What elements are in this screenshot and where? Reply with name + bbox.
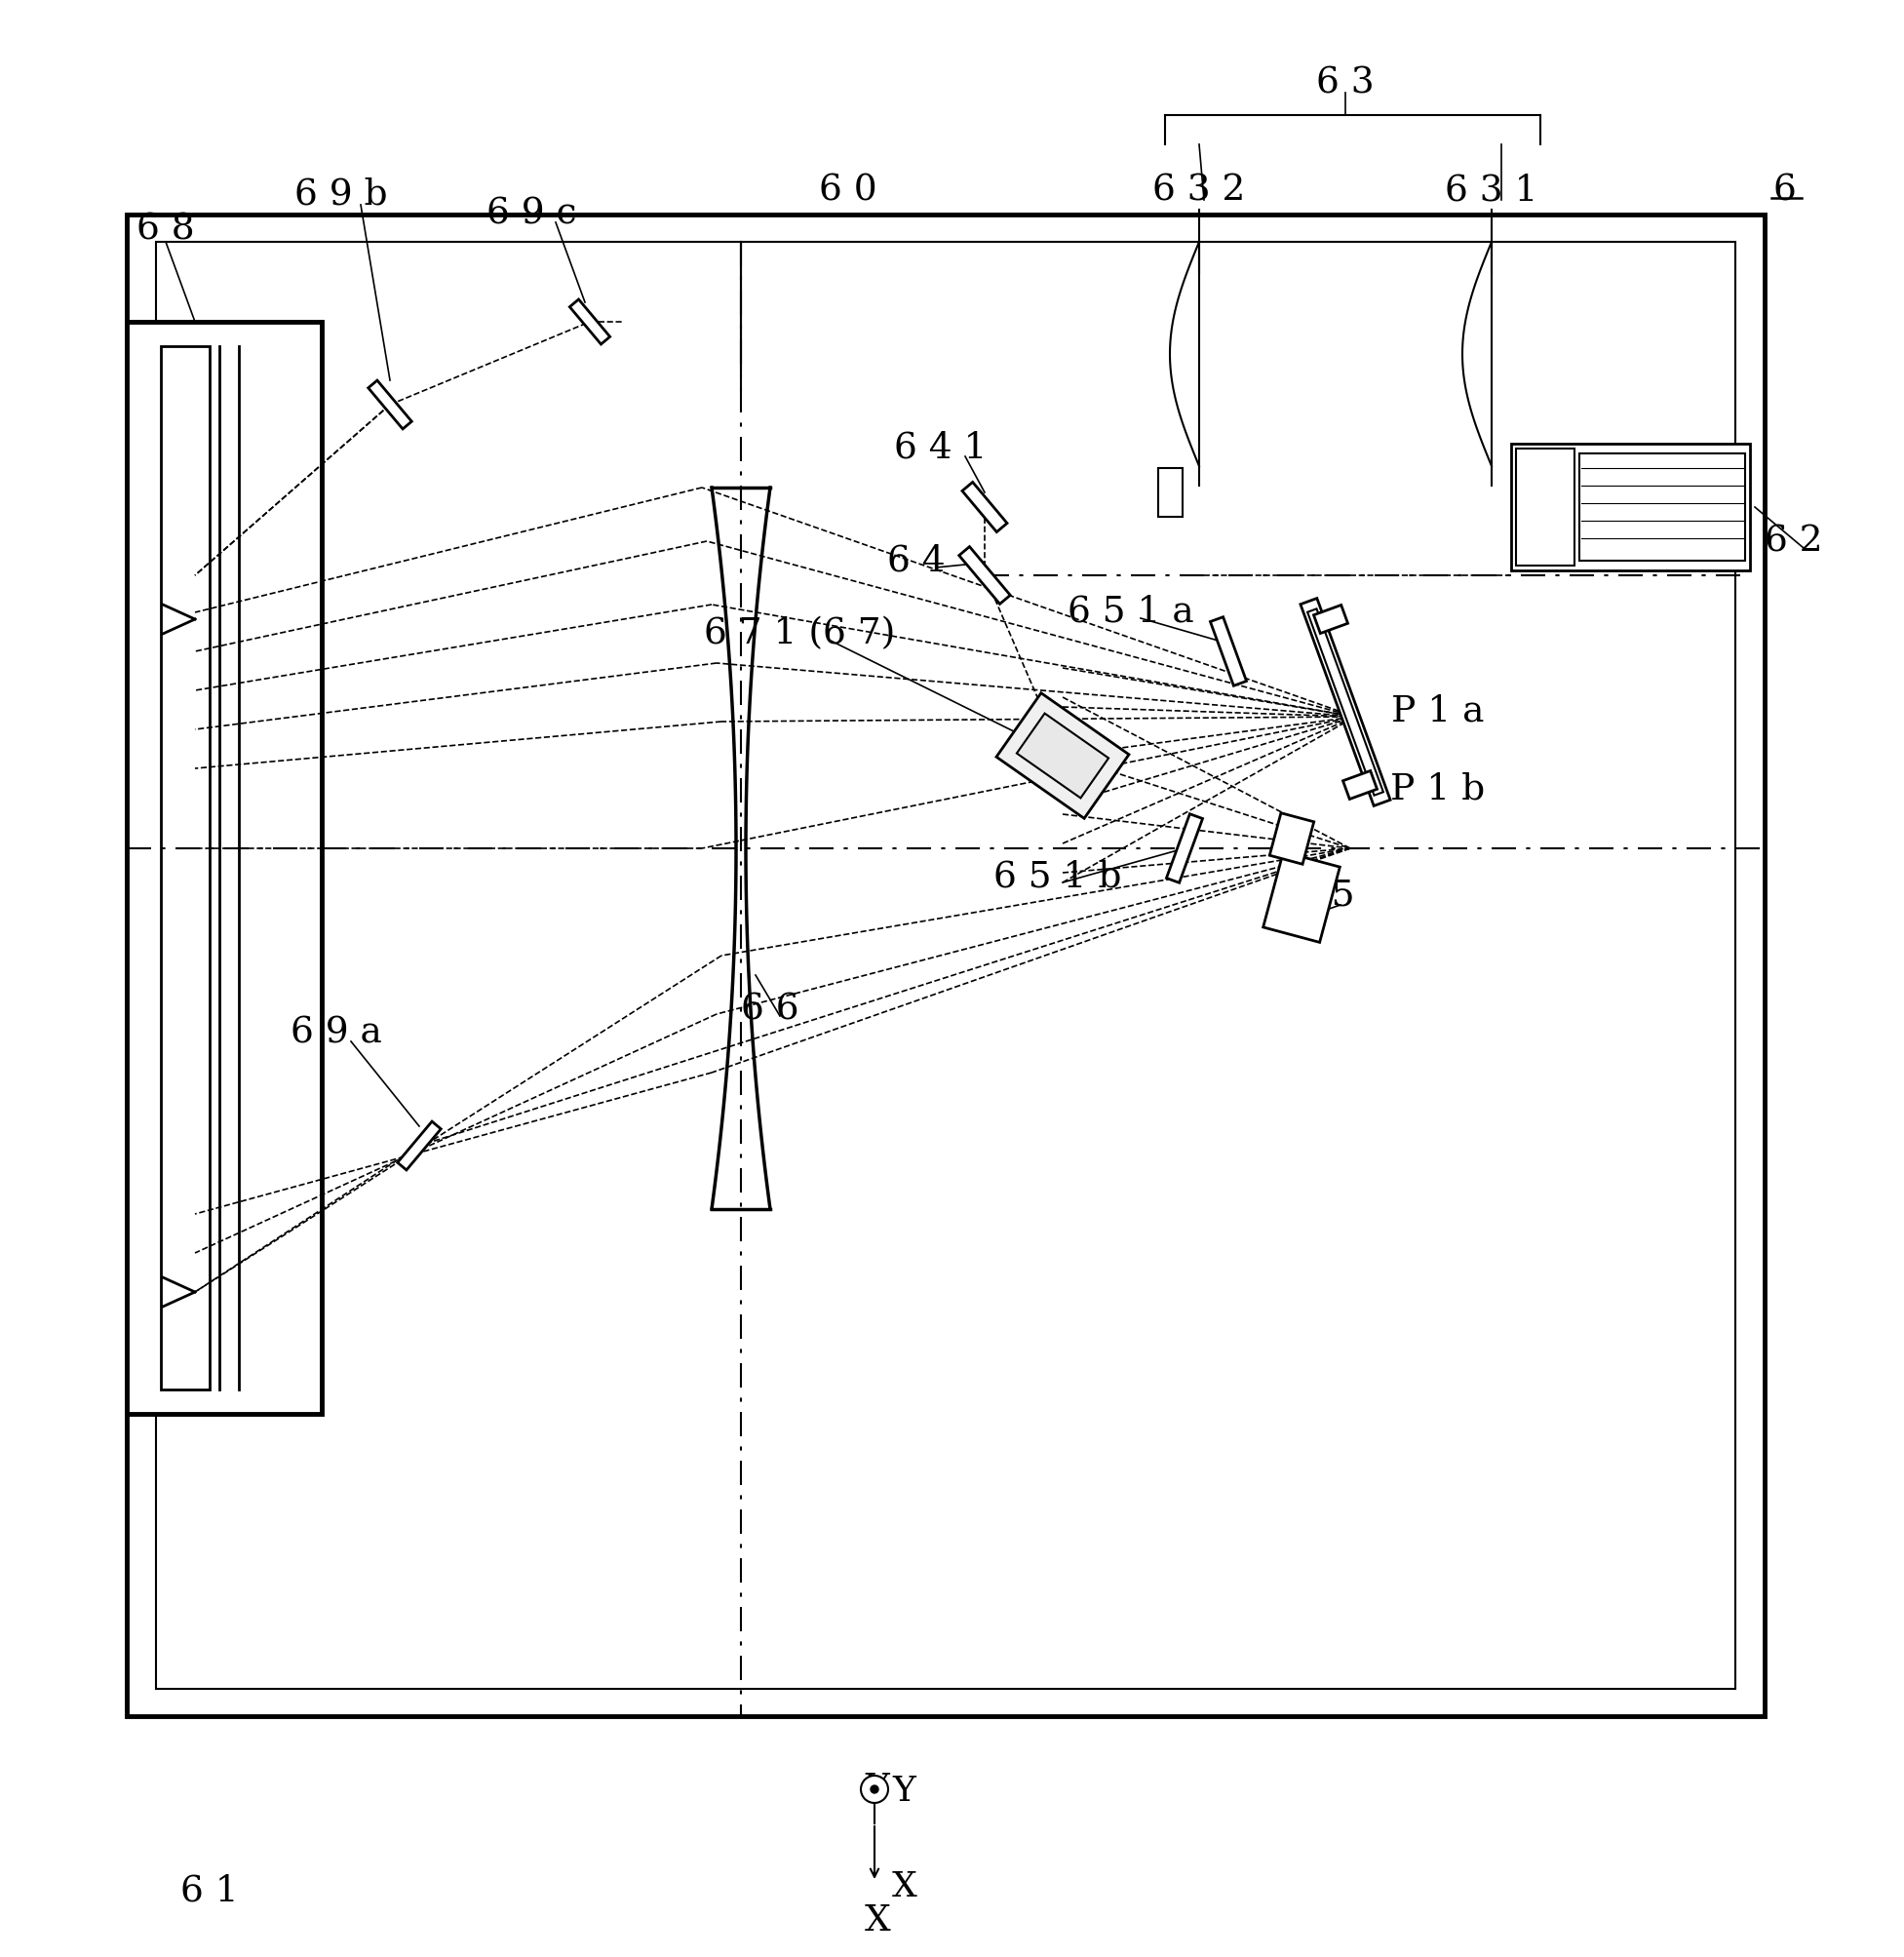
Bar	[128, 321, 322, 1413]
Text: 6 0: 6 0	[819, 172, 878, 207]
Polygon shape	[367, 380, 411, 429]
Text: X: X	[893, 1871, 918, 1904]
Bar	[156, 243, 1735, 1689]
Bar	[1512, 444, 1750, 569]
Bar	[160, 346, 209, 1389]
Polygon shape	[1270, 812, 1314, 865]
Bar	[1578, 454, 1746, 560]
Text: 6 5: 6 5	[1297, 879, 1356, 914]
Polygon shape	[1300, 599, 1390, 806]
Text: 6 1: 6 1	[181, 1875, 238, 1910]
Polygon shape	[1017, 714, 1108, 798]
Polygon shape	[1211, 616, 1247, 685]
Text: 6 2: 6 2	[1765, 524, 1822, 560]
Text: 6 3 2: 6 3 2	[1152, 172, 1245, 207]
Text: 6 5 1 b: 6 5 1 b	[994, 859, 1121, 894]
Text: P 1 a: P 1 a	[1392, 695, 1485, 730]
Text: 6 3: 6 3	[1316, 65, 1375, 100]
Text: 6 3 1: 6 3 1	[1445, 172, 1538, 207]
Polygon shape	[398, 1121, 442, 1170]
Polygon shape	[1342, 771, 1377, 798]
Bar	[128, 215, 1765, 1716]
Text: 6 5 1 a: 6 5 1 a	[1068, 595, 1194, 630]
Polygon shape	[1167, 814, 1203, 883]
Polygon shape	[962, 481, 1007, 532]
Text: Y: Y	[893, 1775, 916, 1808]
Text: 6 4 1: 6 4 1	[895, 431, 988, 466]
Polygon shape	[1262, 851, 1340, 943]
Text: 6: 6	[1773, 172, 1795, 207]
Text: 6 9 a: 6 9 a	[291, 1016, 383, 1051]
Polygon shape	[996, 693, 1129, 818]
Polygon shape	[1314, 605, 1348, 634]
Circle shape	[870, 1785, 878, 1793]
Text: 6 6: 6 6	[741, 992, 800, 1027]
Polygon shape	[960, 546, 1011, 605]
Bar	[1516, 448, 1575, 566]
Bar	[1158, 468, 1182, 517]
Text: X: X	[864, 1904, 891, 1939]
Text: 6 9 c: 6 9 c	[486, 198, 577, 233]
Polygon shape	[569, 299, 609, 344]
Text: 6 8: 6 8	[137, 211, 194, 247]
Text: 6 7 1 (6 7): 6 7 1 (6 7)	[704, 616, 895, 652]
Text: P 1 b: P 1 b	[1390, 773, 1485, 808]
Text: 6 4: 6 4	[887, 544, 946, 577]
Text: 6 9 b: 6 9 b	[295, 178, 388, 213]
Circle shape	[861, 1775, 887, 1802]
Text: Y: Y	[864, 1771, 889, 1806]
